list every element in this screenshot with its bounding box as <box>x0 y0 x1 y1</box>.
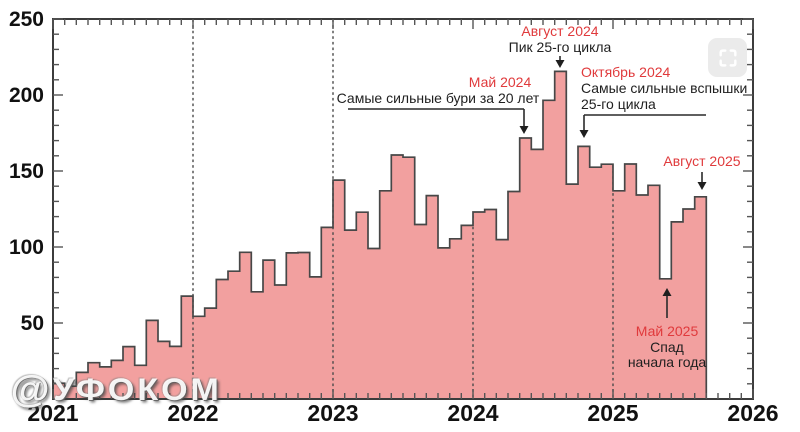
fullscreen-button[interactable] <box>708 38 747 77</box>
arrowhead-up-icon <box>662 288 672 296</box>
annotation-aug-2025: Август 2025 <box>663 153 741 190</box>
annotation-text: Спад <box>650 339 684 355</box>
annotation-text: Май 2024 <box>469 74 532 90</box>
annotation-text: Самые сильные бури за 20 лет <box>337 90 540 106</box>
annotation-text: Май 2025 <box>636 323 699 339</box>
y-tick-label: 150 <box>9 160 44 183</box>
y-tick-label: 100 <box>9 236 44 259</box>
arrowhead-down-icon <box>579 130 589 138</box>
arrowhead-down-icon <box>697 182 707 190</box>
x-tick-label: 2023 <box>307 400 358 426</box>
annotation-text: Август 2025 <box>663 153 740 169</box>
x-tick-label: 2026 <box>727 400 778 426</box>
annotation-text: начала года <box>628 354 707 370</box>
arrowhead-down-icon <box>555 60 565 68</box>
annotation-text: Октябрь 2024 <box>581 64 671 80</box>
y-tick-label: 50 <box>21 312 44 335</box>
histogram-outline <box>52 70 708 399</box>
annotation-text: Пик 25-го цикла <box>509 39 612 55</box>
histogram-fill <box>53 71 707 400</box>
y-axis-labels: 50 100 150 200 250 <box>9 8 44 335</box>
annotation-text: 25-го цикла <box>581 96 656 112</box>
axis-ticks <box>52 18 754 399</box>
annotation-text: Самые сильные вспышки <box>581 80 747 96</box>
x-tick-label: 2024 <box>447 400 498 426</box>
arrowhead-down-icon <box>519 126 529 134</box>
x-tick-label: 2025 <box>587 400 638 426</box>
annotation-text: Август 2024 <box>521 23 598 39</box>
x-tick-label: 2022 <box>167 400 218 426</box>
fullscreen-icon <box>718 48 737 67</box>
x-axis-labels: 2021 2022 2023 2024 2025 2026 <box>27 400 778 426</box>
x-tick-label: 2021 <box>27 400 78 426</box>
y-tick-label: 200 <box>9 84 44 107</box>
y-tick-label: 250 <box>9 8 44 31</box>
